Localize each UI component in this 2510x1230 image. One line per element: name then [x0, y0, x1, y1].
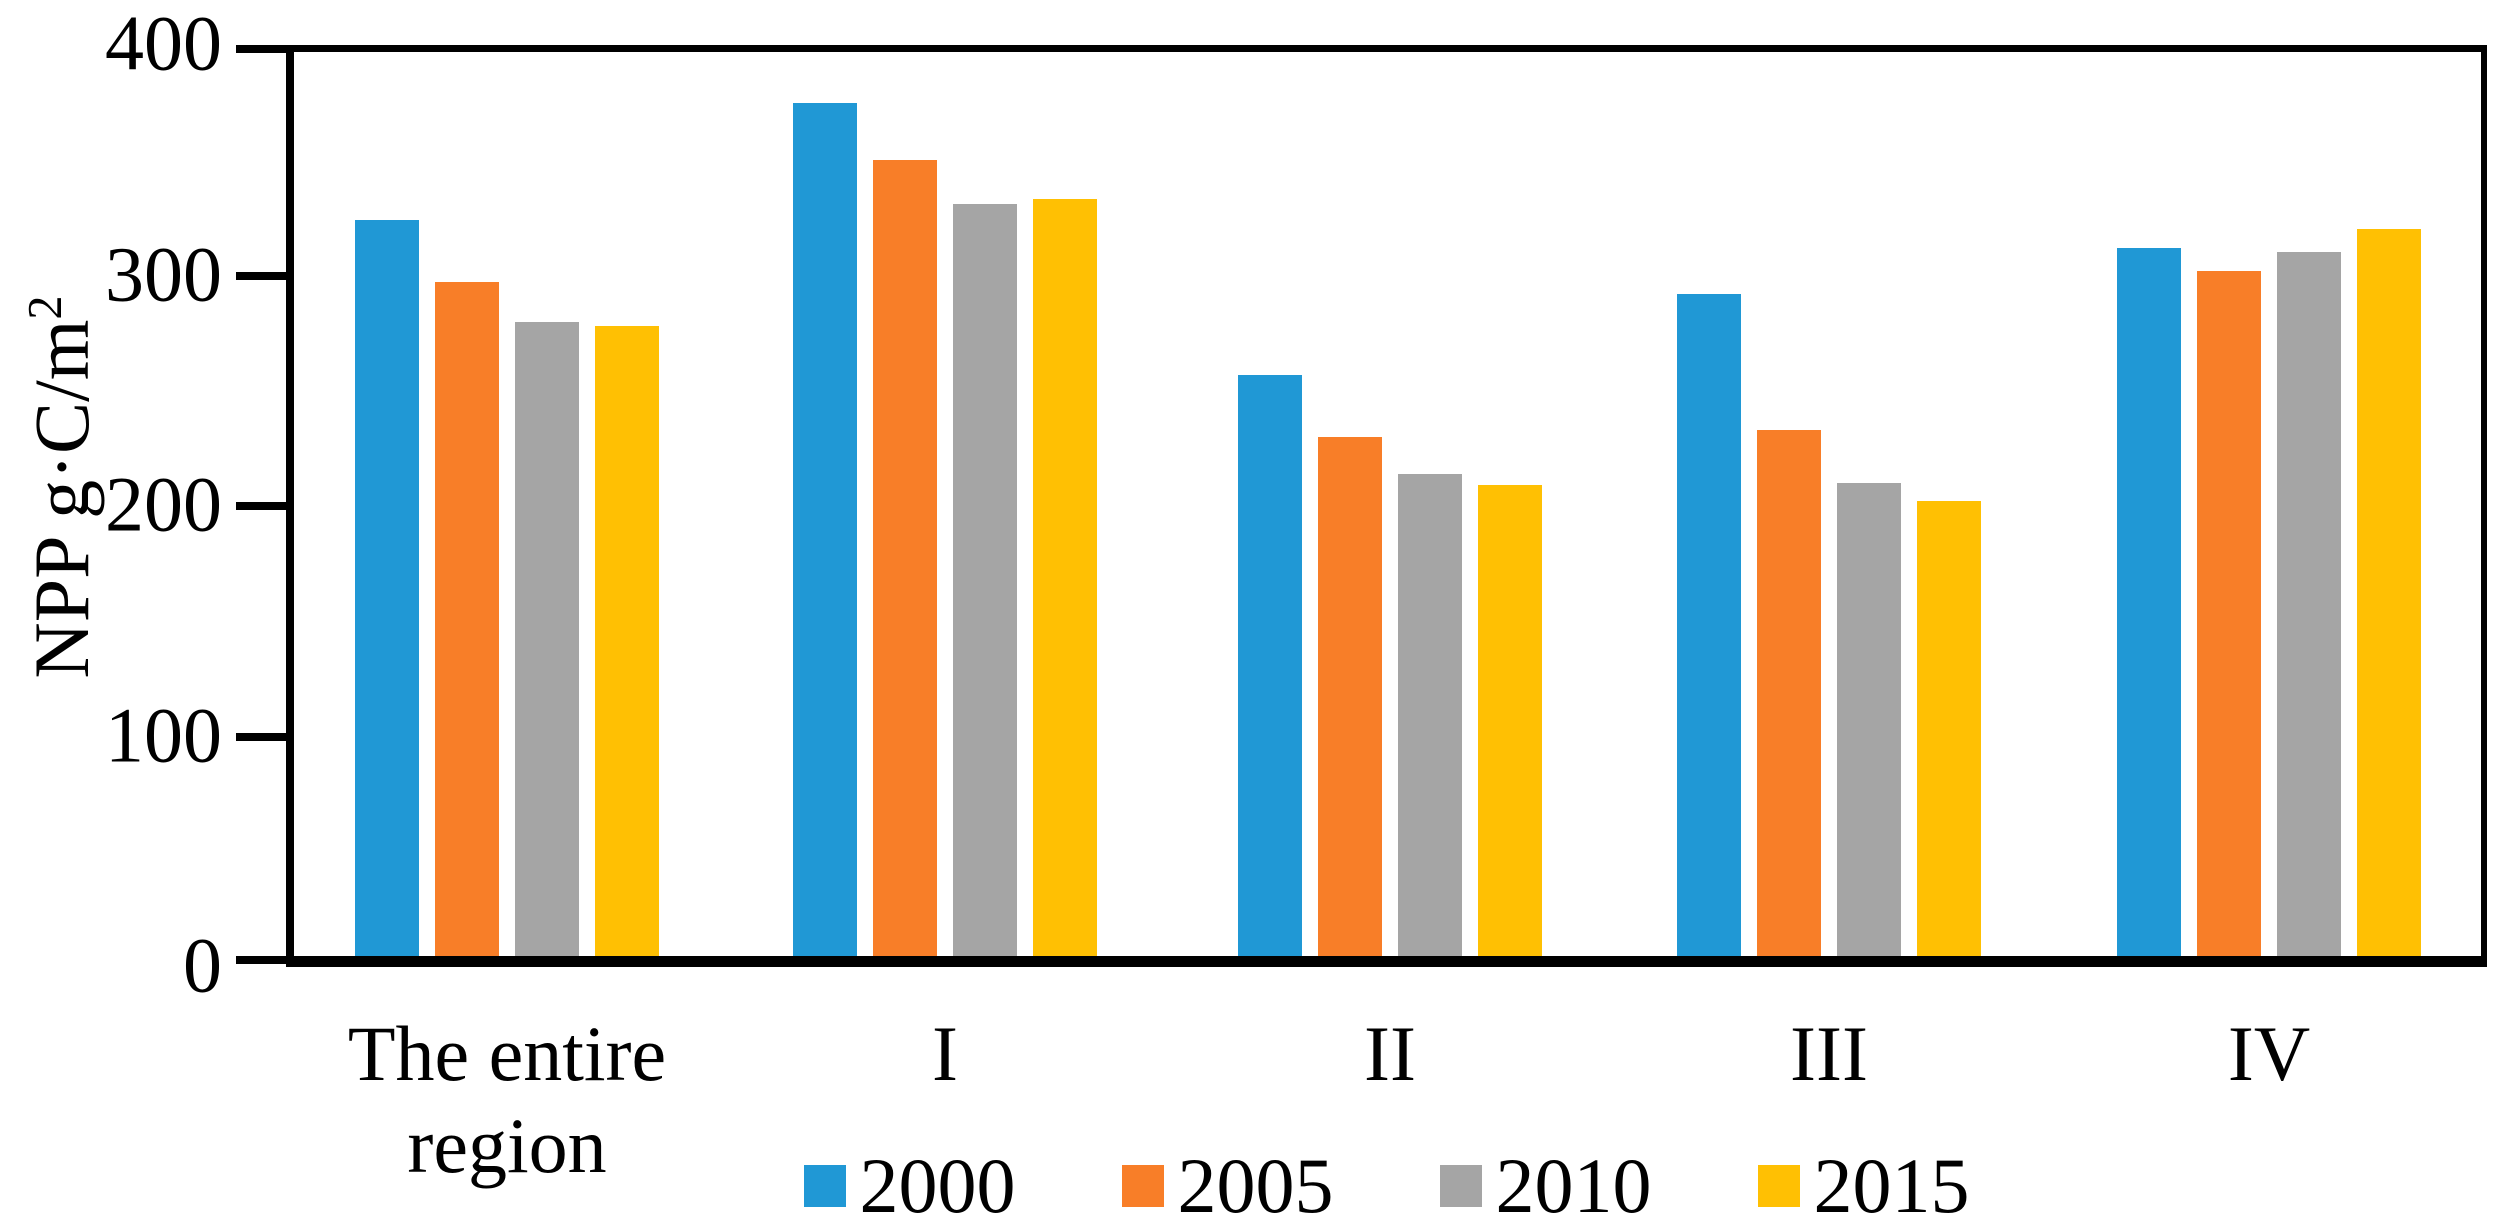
x-category-label-I: I [932, 1010, 958, 1097]
bar-2010-IV [2277, 252, 2341, 967]
legend-label-2005: 2005 [1177, 1142, 1334, 1229]
legend-label-2015: 2015 [1813, 1142, 1970, 1229]
x-category-label-entire-region: The entire region [347, 1010, 667, 1190]
plot-border-top [286, 45, 2487, 52]
y-axis-title-superscript: 2 [19, 295, 72, 320]
legend-item-2015: 2015 [1757, 1142, 1970, 1229]
y-tick-label-400: 400 [105, 0, 222, 87]
y-axis-line [286, 45, 294, 967]
legend-swatch-2005 [1121, 1165, 1164, 1207]
y-tick-label-0: 0 [183, 921, 222, 1009]
legend-swatch-2010 [1439, 1165, 1482, 1207]
bar-2010-III [1837, 483, 1901, 967]
x-category-label-III: III [1790, 1010, 1868, 1097]
bar-2015-II [1478, 485, 1542, 967]
legend-item-2000: 2000 [803, 1142, 1016, 1229]
bar-2005-III [1757, 430, 1821, 967]
legend-item-2005: 2005 [1121, 1142, 1334, 1229]
bar-2010-entire-region [515, 322, 579, 967]
bar-2000-II [1238, 375, 1302, 967]
y-tick-200 [236, 502, 286, 510]
bar-2015-IV [2357, 229, 2421, 967]
bar-2005-I [873, 160, 937, 967]
y-tick-300 [236, 271, 286, 280]
y-tick-400 [236, 45, 286, 53]
legend-swatch-2000 [803, 1165, 846, 1207]
x-category-label-IV: IV [2227, 1010, 2311, 1097]
legend-label-2000: 2000 [859, 1142, 1016, 1229]
bar-2005-II [1318, 437, 1382, 967]
bar-2000-III [1677, 294, 1741, 967]
bar-2000-entire-region [355, 220, 419, 967]
bar-2015-entire-region [595, 326, 659, 967]
legend-label-2010: 2010 [1495, 1142, 1652, 1229]
x-category-label-II: II [1364, 1010, 1416, 1097]
bar-2000-I [793, 103, 857, 967]
bar-2010-I [953, 204, 1017, 967]
legend: 2000 2005 2010 2015 [286, 1146, 2487, 1226]
y-tick-0 [236, 956, 286, 964]
y-axis-title: NPP g·C/m2 [18, 295, 105, 678]
plot-area: 400 300 200 100 0 [105, 4, 2487, 1004]
y-tick-label-200: 200 [105, 460, 222, 548]
plot-border-right [2481, 45, 2487, 967]
bar-2015-III [1917, 501, 1981, 967]
legend-swatch-2015 [1757, 1165, 1800, 1207]
bar-2015-I [1033, 199, 1097, 967]
x-axis-line [286, 956, 2487, 967]
bar-2010-II [1398, 474, 1462, 967]
y-tick-100 [236, 732, 286, 741]
y-axis-title-text: NPP g·C/m [18, 319, 105, 679]
bar-2000-IV [2117, 248, 2181, 967]
y-tick-label-300: 300 [105, 229, 222, 317]
y-tick-label-100: 100 [105, 690, 222, 778]
bar-2005-entire-region [435, 282, 499, 967]
bar-2005-IV [2197, 271, 2261, 967]
legend-item-2010: 2010 [1439, 1142, 1652, 1229]
